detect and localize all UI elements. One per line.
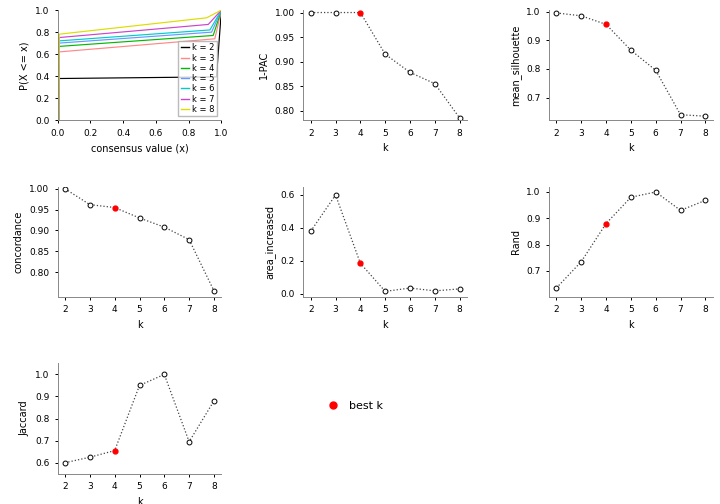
k = 6 [53, 117, 62, 123]
Line: k = 5: k = 5 [58, 10, 222, 120]
k = 7 [132, 28, 140, 34]
k = 2 [142, 75, 150, 81]
k = 7 [217, 7, 226, 13]
k = 5 [213, 16, 222, 22]
k = 5 [150, 33, 159, 39]
k = 7 [213, 12, 222, 18]
k = 8 [187, 17, 196, 23]
Y-axis label: P(X <= x): P(X <= x) [19, 41, 30, 90]
k = 2 [213, 60, 222, 67]
k = 8 [132, 23, 140, 29]
k = 3 [132, 42, 140, 48]
k = 6 [187, 28, 196, 34]
Line: k = 7: k = 7 [58, 10, 222, 120]
k = 2 [131, 75, 140, 81]
k = 5 [142, 34, 150, 40]
k = 3 [213, 24, 222, 30]
k = 4 [132, 38, 140, 44]
k = 8 [142, 22, 150, 28]
k = 5 [53, 117, 62, 123]
Line: k = 3: k = 3 [58, 10, 222, 120]
k = 6 [132, 32, 140, 38]
k = 2 [53, 117, 62, 123]
X-axis label: consensus value (x): consensus value (x) [91, 143, 189, 153]
k = 2 [150, 75, 159, 81]
k = 7 [150, 26, 159, 32]
k = 8 [53, 117, 62, 123]
k = 7 [131, 28, 140, 34]
k = 4 [187, 34, 196, 40]
Y-axis label: mean_silhouette: mean_silhouette [510, 25, 521, 106]
k = 5 [187, 31, 196, 37]
k = 7 [187, 23, 196, 29]
k = 6 [217, 7, 226, 13]
k = 3 [131, 42, 140, 48]
k = 3 [142, 41, 150, 47]
X-axis label: k: k [628, 143, 634, 153]
k = 6 [142, 32, 150, 38]
k = 4 [53, 117, 62, 123]
k = 2 [187, 74, 196, 80]
Line: k = 2: k = 2 [58, 10, 222, 120]
k = 2 [217, 7, 226, 13]
k = 4 [217, 7, 226, 13]
Y-axis label: concordance: concordance [14, 211, 24, 273]
k = 4 [142, 37, 150, 43]
X-axis label: k: k [137, 320, 143, 330]
k = 4 [213, 19, 222, 25]
k = 5 [131, 35, 140, 41]
k = 5 [217, 7, 226, 13]
k = 8 [213, 9, 222, 15]
k = 6 [213, 14, 222, 20]
Y-axis label: Jaccard: Jaccard [19, 401, 30, 436]
k = 6 [150, 31, 159, 37]
k = 5 [132, 35, 140, 41]
X-axis label: k: k [382, 143, 388, 153]
Line: k = 6: k = 6 [58, 10, 222, 120]
X-axis label: k: k [382, 320, 388, 330]
k = 3 [53, 117, 62, 123]
Legend: best k: best k [317, 397, 387, 415]
Y-axis label: area_increased: area_increased [264, 205, 275, 279]
X-axis label: k: k [628, 320, 634, 330]
k = 3 [187, 38, 196, 44]
k = 4 [150, 37, 159, 43]
X-axis label: k: k [137, 496, 143, 504]
k = 6 [131, 32, 140, 38]
k = 8 [150, 21, 159, 27]
k = 7 [142, 27, 150, 33]
k = 8 [131, 23, 140, 29]
Y-axis label: 1-PAC: 1-PAC [259, 51, 269, 80]
k = 2 [132, 75, 140, 81]
Line: k = 4: k = 4 [58, 10, 222, 120]
Y-axis label: Rand: Rand [510, 229, 521, 255]
k = 8 [217, 7, 226, 13]
k = 7 [53, 117, 62, 123]
k = 3 [150, 41, 159, 47]
k = 4 [131, 38, 140, 44]
k = 3 [217, 7, 226, 13]
Line: k = 8: k = 8 [58, 10, 222, 120]
Legend: k = 2, k = 3, k = 4, k = 5, k = 6, k = 7, k = 8: k = 2, k = 3, k = 4, k = 5, k = 6, k = 7… [178, 41, 217, 116]
